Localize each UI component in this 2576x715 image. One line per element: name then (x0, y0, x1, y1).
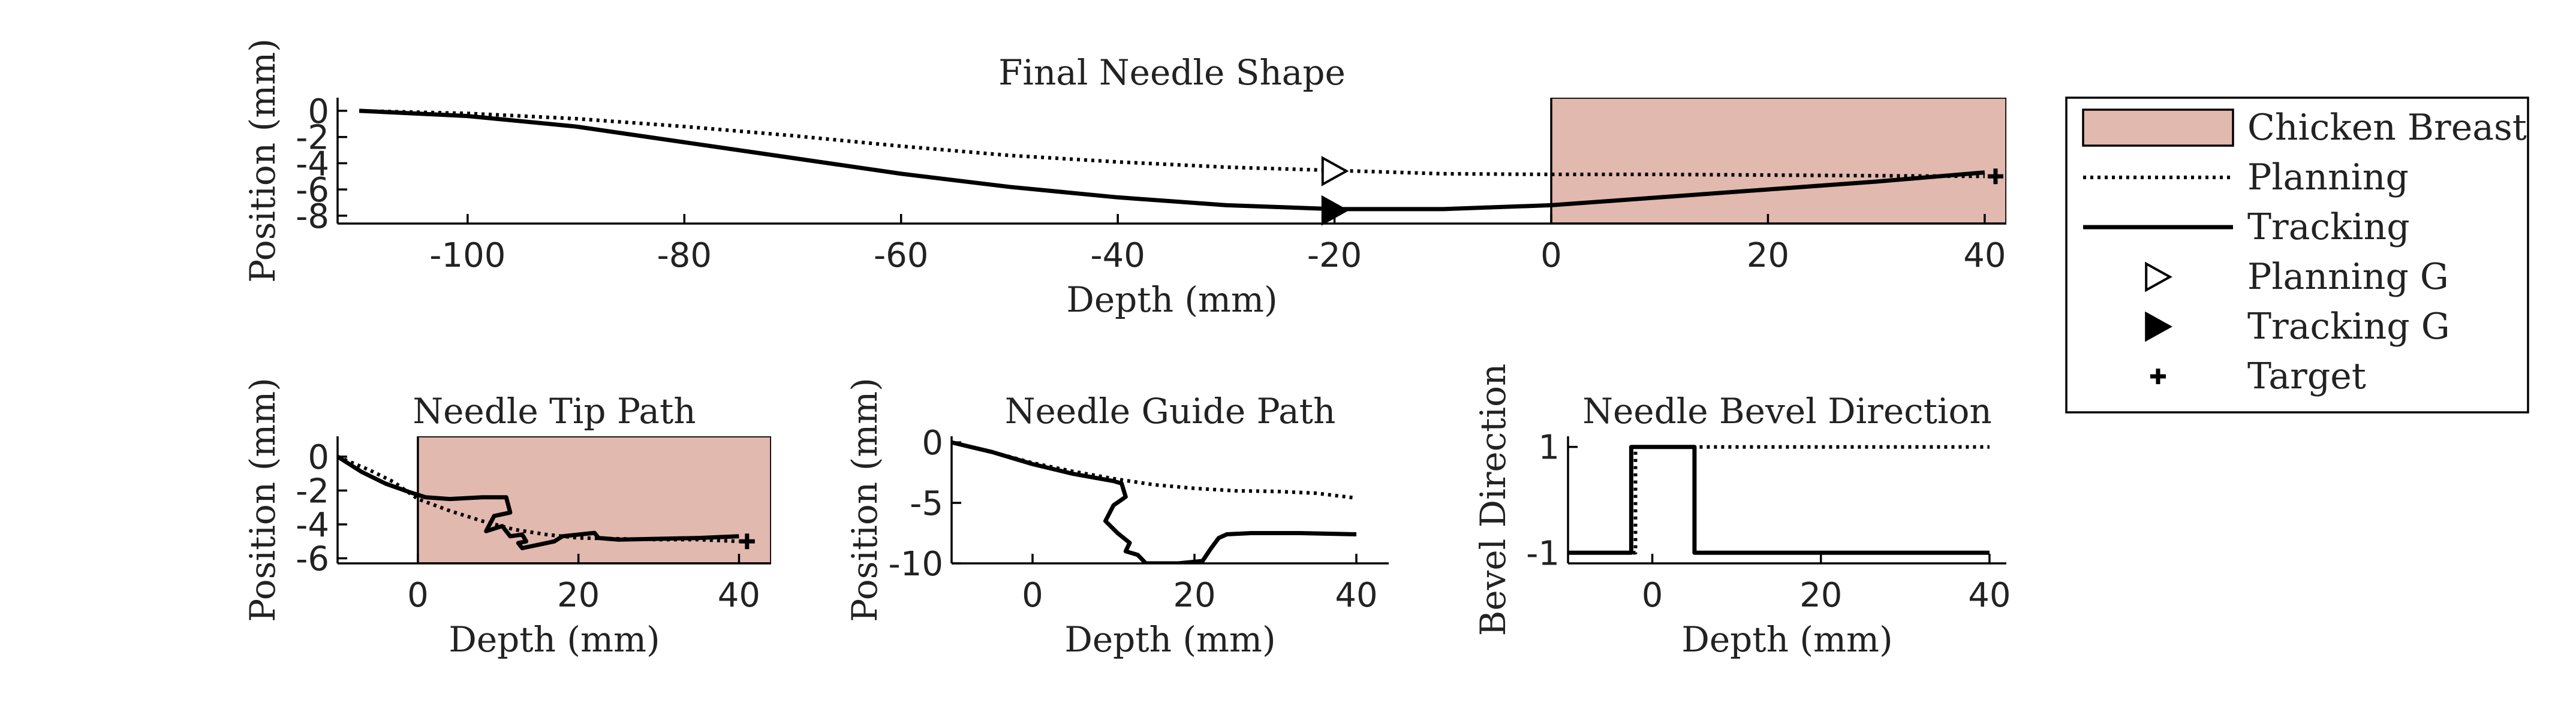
legend: Chicken Breast Planning Tracking Planning G… (2065, 96, 2529, 414)
x-tick-label: -40 (1090, 236, 1145, 275)
x-tick-label: 20 (557, 576, 600, 615)
x-tick-label: -80 (657, 236, 712, 275)
y-tick-label: -6 (296, 171, 329, 210)
needle-guide-path-panel: 0 20 40 0 -5 -10 Needle Guide Path Depth (mm) Po… (844, 378, 1389, 660)
chicken-breast-region (1550, 98, 2006, 224)
planning-g-marker (1321, 156, 1349, 186)
x-tick-label: 20 (1799, 576, 1842, 615)
y-axis-label: Position (mm) (242, 378, 283, 622)
target-marker (1987, 168, 2003, 185)
legend-swatch-planning-g (2145, 261, 2172, 292)
legend-label: Planning (2247, 156, 2409, 198)
y-tick-label: 0 (922, 424, 943, 463)
x-tick-label: 20 (1747, 236, 1789, 275)
x-tick-label: 40 (718, 576, 760, 615)
y-tick-label: -2 (296, 119, 329, 158)
x-axis-label: Depth (mm) (1681, 619, 1892, 660)
legend-box (2065, 96, 2529, 414)
tracking-line (338, 454, 739, 551)
x-tick-label: 40 (1963, 236, 2006, 275)
y-tick-label: -1 (1526, 534, 1560, 573)
legend-label: Planning G (2247, 256, 2449, 298)
planning-line (359, 108, 1985, 179)
y-tick-label: 0 (308, 92, 329, 131)
needle-bevel-direction-panel: 0 20 40 1 -1 Needle Bevel Direction Depth (mm)… (1473, 364, 2011, 660)
legend-label: Chicken Breast (2247, 107, 2527, 149)
planning-line (952, 441, 1357, 500)
legend-swatch-tracking-g (2145, 311, 2172, 342)
x-axis-label: Depth (mm) (1066, 279, 1277, 320)
target-marker (739, 533, 755, 550)
tracking-line (359, 108, 1985, 212)
panel-title: Needle Bevel Direction (1582, 391, 1992, 432)
y-tick-label: -8 (296, 197, 329, 236)
y-axis-label: Position (mm) (844, 378, 885, 622)
x-tick-label: -100 (429, 236, 505, 275)
chicken-breast-region (417, 436, 771, 563)
panel-title: Final Needle Shape (998, 52, 1346, 93)
x-tick-label: 0 (1642, 576, 1663, 615)
y-axis-label: Bevel Direction (1473, 364, 1513, 636)
legend-swatch-chicken-breast (2082, 108, 2234, 147)
tracking-line (1568, 445, 1990, 555)
panel-title: Needle Tip Path (413, 391, 696, 432)
y-tick-label: 1 (1538, 429, 1560, 467)
legend-label: Tracking G (2247, 306, 2450, 348)
y-tick-label: -5 (910, 484, 943, 523)
legend-label: Tracking (2247, 206, 2410, 248)
y-tick-label: -6 (296, 540, 329, 579)
x-tick-label: 0 (1022, 576, 1043, 615)
x-tick-label: 0 (407, 576, 429, 615)
legend-label: Target (2247, 355, 2366, 397)
x-axis-label: Depth (mm) (449, 619, 660, 660)
x-tick-label: -60 (874, 236, 928, 275)
legend-swatch-target (2150, 369, 2166, 384)
x-axis-label: Depth (mm) (1064, 619, 1275, 660)
panel-title: Needle Guide Path (1005, 391, 1336, 432)
x-tick-label: 20 (1173, 576, 1215, 615)
y-tick-label: 0 (308, 438, 329, 477)
x-tick-label: 40 (1968, 576, 2011, 615)
x-tick-label: -20 (1307, 236, 1362, 275)
y-tick-label: -2 (296, 472, 329, 511)
tracking-line (952, 440, 1357, 563)
x-tick-label: 40 (1335, 576, 1377, 615)
y-tick-label: -4 (296, 144, 329, 183)
y-axis-label: Position (mm) (242, 38, 283, 283)
y-tick-label: -4 (296, 506, 329, 545)
y-tick-label: -10 (889, 545, 943, 584)
x-tick-label: 0 (1540, 236, 1562, 275)
